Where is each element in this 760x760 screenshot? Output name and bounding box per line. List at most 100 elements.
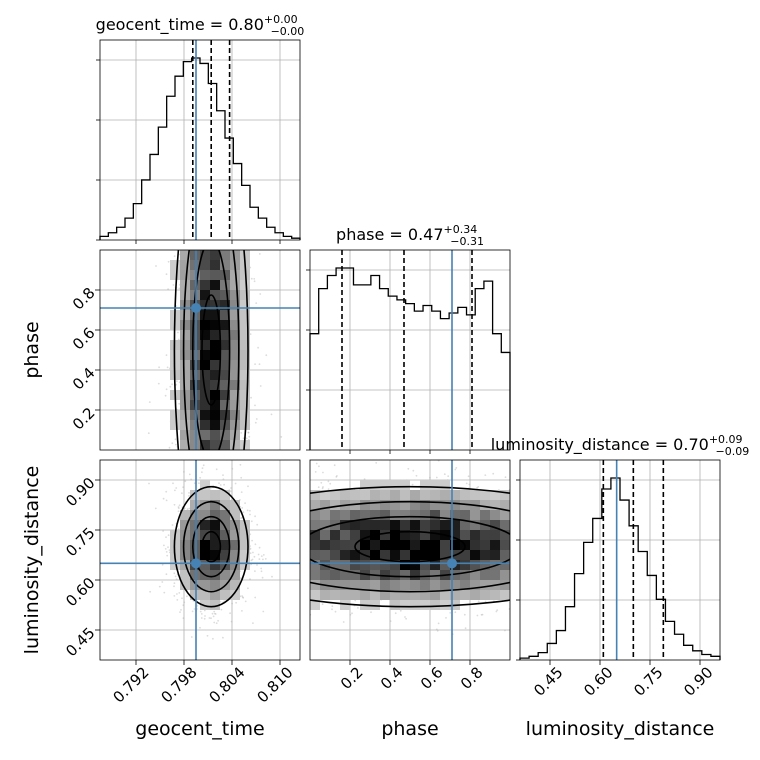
sample-point xyxy=(229,490,232,493)
sample-point xyxy=(206,634,209,637)
sample-point xyxy=(255,302,258,304)
density-cell xyxy=(240,270,250,280)
sample-point xyxy=(258,558,261,560)
density-cell xyxy=(240,560,250,570)
density-cell xyxy=(390,560,400,570)
sample-point xyxy=(463,613,466,616)
density-cell xyxy=(230,560,240,570)
density-cell xyxy=(190,430,200,440)
sample-point xyxy=(222,474,224,476)
density-cell xyxy=(200,430,210,440)
panel-frame xyxy=(99,459,301,661)
density-cell xyxy=(360,570,370,580)
density-cell xyxy=(460,530,470,540)
density-cell xyxy=(170,560,180,570)
density-cell xyxy=(500,570,510,580)
sample-point xyxy=(249,547,252,550)
sample-point xyxy=(203,617,206,620)
contour-level-2 xyxy=(192,250,231,450)
density-cell xyxy=(230,390,240,400)
sample-point xyxy=(199,626,201,629)
density-cell xyxy=(220,300,230,310)
sample-point xyxy=(175,487,178,489)
sample-point xyxy=(204,615,206,617)
sample-point xyxy=(394,612,397,615)
sample-point xyxy=(173,255,176,257)
density-cell xyxy=(190,250,200,260)
sample-point xyxy=(258,546,261,549)
sample-point xyxy=(178,287,181,290)
density-cell xyxy=(200,280,210,290)
sample-point xyxy=(484,474,487,476)
density-cell xyxy=(200,370,210,380)
sample-point xyxy=(176,380,178,382)
density-cell xyxy=(210,520,220,530)
density-cell xyxy=(440,590,450,600)
density-cell xyxy=(230,280,240,290)
density-cell xyxy=(230,310,240,320)
sample-point xyxy=(258,253,261,255)
density-cell xyxy=(470,520,480,530)
x-tick-label: 0.4 xyxy=(377,663,407,693)
sample-point xyxy=(480,613,483,616)
density-cell xyxy=(180,510,190,520)
density-cell xyxy=(200,590,210,600)
sample-point xyxy=(178,402,181,405)
density-cell xyxy=(190,280,200,290)
density-cell xyxy=(190,440,200,450)
panel-frame xyxy=(309,249,511,451)
density-panel-geocent_time-luminosity_distance xyxy=(99,459,301,661)
sample-point xyxy=(342,621,345,623)
density-cell xyxy=(320,590,330,600)
contour-level-4 xyxy=(310,485,510,608)
density-cell xyxy=(170,420,180,430)
density-cell xyxy=(390,500,400,510)
x-axis-label: phase xyxy=(381,718,438,740)
sample-point xyxy=(260,555,263,557)
density-cell xyxy=(350,590,360,600)
sample-point xyxy=(259,385,262,387)
sample-point xyxy=(492,472,495,475)
sample-point xyxy=(167,260,170,263)
sample-point xyxy=(222,636,224,639)
sample-point xyxy=(223,600,226,603)
density-cell xyxy=(220,510,230,520)
sample-point xyxy=(259,293,262,295)
sample-point xyxy=(173,595,176,597)
density-cell xyxy=(460,570,470,580)
sample-point xyxy=(175,383,178,386)
density-cell xyxy=(220,330,230,340)
density-cell xyxy=(200,360,210,370)
density-cell xyxy=(310,570,320,580)
density-cell xyxy=(460,520,470,530)
sample-point xyxy=(148,482,150,485)
sample-point xyxy=(327,488,330,490)
sample-point xyxy=(247,587,249,590)
density-cell xyxy=(180,380,190,390)
density-cell xyxy=(240,280,250,290)
density-cell xyxy=(500,490,510,500)
density-cell xyxy=(410,520,420,530)
density-cell xyxy=(230,400,240,410)
density-cell xyxy=(170,260,180,270)
sample-point xyxy=(155,265,157,267)
sample-point xyxy=(320,481,323,484)
density-cell xyxy=(460,550,470,560)
sample-point xyxy=(454,468,457,471)
density-cell xyxy=(210,430,220,440)
density-cell xyxy=(380,560,390,570)
sample-point xyxy=(454,611,457,614)
sample-point xyxy=(214,613,217,615)
sample-point xyxy=(215,622,218,625)
density-cell xyxy=(310,500,320,510)
density-cell xyxy=(460,560,470,570)
density-cell xyxy=(180,560,190,570)
title-plus: +0.00 xyxy=(264,13,298,26)
density-cell xyxy=(220,310,230,320)
density-cell xyxy=(430,590,440,600)
sample-point xyxy=(178,504,181,507)
sample-point xyxy=(172,284,175,286)
density-cell xyxy=(400,530,410,540)
sample-point xyxy=(188,495,190,497)
